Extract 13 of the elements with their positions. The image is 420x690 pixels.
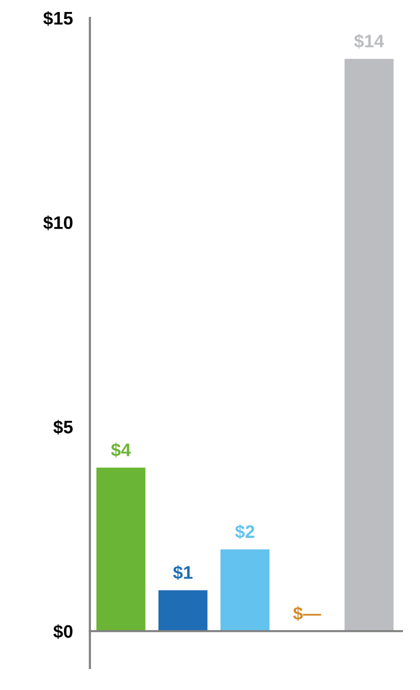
y-tick-label: $5 [53, 420, 73, 435]
bar [158, 590, 208, 632]
data-label: $1 [173, 565, 192, 580]
bar [220, 549, 270, 632]
data-label: $2 [235, 524, 254, 540]
y-tick-label: $10 [43, 215, 72, 230]
data-label: $— [293, 606, 322, 621]
data-label: $4 [111, 442, 131, 458]
y-tick-label: $15 [43, 11, 73, 26]
y-tick-label: $0 [53, 624, 72, 640]
data-label: $14 [354, 34, 384, 49]
bar [344, 58, 394, 632]
bar [96, 468, 146, 632]
